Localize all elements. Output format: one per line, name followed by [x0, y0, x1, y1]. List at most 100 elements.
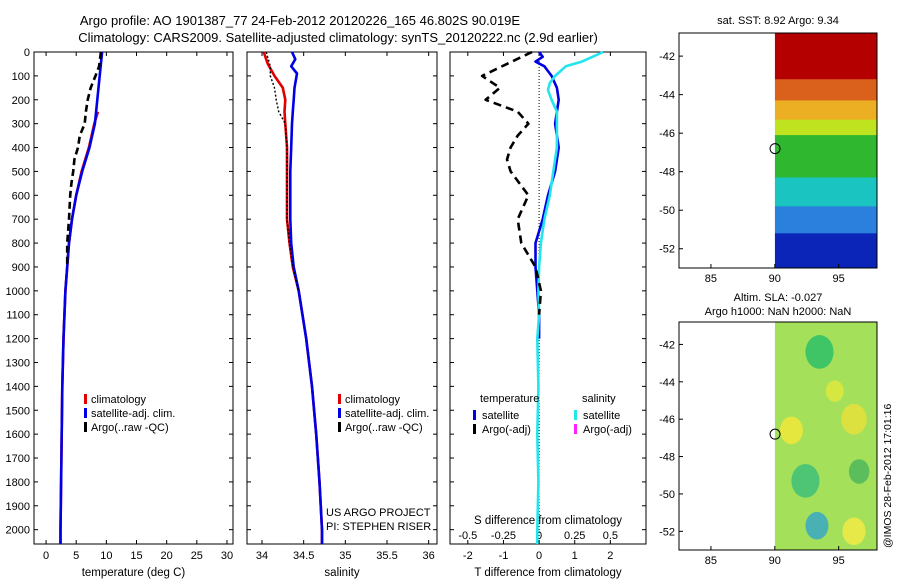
sst_map-color-band [774, 233, 877, 268]
sla_map-subtitle: Argo h1000: NaN h2000: NaN [705, 306, 852, 318]
difference-legend-label: satellite [583, 410, 620, 422]
salinity-legend-swatch [338, 422, 341, 432]
difference-xtick-label: -2 [463, 550, 473, 562]
sla_map-axes-frame [678, 321, 878, 551]
temperature-series-satellite-adj-clim- [59, 51, 104, 544]
salinity-xtick-label: 35.5 [376, 550, 397, 562]
difference-xtick-label: 1 [572, 550, 578, 562]
difference-series-salinity-satellite [535, 50, 604, 544]
sla_map-ytick-label: -48 [659, 452, 675, 464]
temperature-xtick-label: 30 [221, 550, 233, 562]
temperature-ytick-label: 1400 [6, 381, 30, 393]
temperature-ytick-label: 100 [12, 71, 30, 83]
salinity-annotation-project: US ARGO PROJECT [326, 507, 431, 519]
salinity-xtick-label: 36 [423, 550, 435, 562]
difference-legend-label: Argo(-adj) [583, 424, 632, 436]
sla_map-anomaly-patch [825, 380, 844, 402]
salinity-xlabel: salinity [324, 567, 359, 579]
sst_map-color-band [774, 177, 877, 208]
temperature-ytick-label: 1300 [6, 357, 30, 369]
sst_map-title: sat. SST: 8.92 Argo: 9.34 [717, 15, 839, 27]
temperature-ytick-label: 1200 [6, 334, 30, 346]
salinity-legend-label: Argo(..raw -QC) [345, 422, 423, 434]
salinity-legend-label: satellite-adj. clim. [345, 408, 429, 420]
sla_map-title: Altim. SLA: -0.027 [734, 292, 823, 304]
sla_map-anomaly-patch [779, 416, 803, 445]
sla_map-ytick-label: -52 [659, 526, 675, 538]
temperature-ytick-label: 500 [12, 166, 30, 178]
sla_map-anomaly-patch [848, 459, 870, 484]
sla_map-ytick-label: -46 [659, 414, 675, 426]
sst_map-color-band [774, 33, 877, 81]
difference-xlabel-top: S difference from climatology [474, 515, 622, 527]
difference-legend-swatch [473, 410, 476, 420]
sst_map-xtick-label: 95 [833, 273, 845, 285]
temperature-ytick-label: 700 [12, 214, 30, 226]
sst_map-axes-frame [678, 32, 878, 269]
temperature-legend-label: Argo(..raw -QC) [91, 422, 169, 434]
temperature-ytick-label: 1000 [6, 286, 30, 298]
temperature-ytick-label: 1100 [6, 310, 30, 322]
sst_map-color-band [774, 100, 877, 121]
temperature-ytick-label: 2000 [6, 525, 30, 537]
difference-s-tick-label: -0.5 [458, 530, 477, 542]
difference-legend-label: satellite [482, 410, 519, 422]
temperature-ytick-label: 1700 [6, 453, 30, 465]
temperature-ytick-label: 400 [12, 143, 30, 155]
temperature-xtick-label: 5 [73, 550, 79, 562]
difference-legend-title-temperature: temperature [480, 393, 539, 405]
salinity-profile-panel: 34 34.5 35 35.5 36 salinity climatology satelli… [246, 51, 438, 579]
difference-legend-swatch [574, 424, 577, 434]
temperature-xtick-label: 15 [130, 550, 142, 562]
sst_map-argo-position-marker [769, 143, 781, 155]
temperature-ytick-label: 1600 [6, 429, 30, 441]
sla_map-ytick-label: -50 [659, 489, 675, 501]
difference-s-tick-label: -0.25 [491, 530, 516, 542]
temperature-profile-panel: 0100200300400500600700800900100011001200… [6, 47, 234, 579]
temperature-ytick-label: 0 [24, 47, 30, 59]
sst_map-ytick-label: -48 [659, 167, 675, 179]
difference-xlabel: T difference from climatology [474, 567, 621, 579]
salinity-xtick-label: 34.5 [293, 550, 314, 562]
difference-legend-label: Argo(-adj) [482, 424, 531, 436]
sla_map-xtick-label: 95 [833, 555, 845, 567]
temperature-ytick-label: 1900 [6, 501, 30, 513]
sla_map-xtick-label: 85 [705, 555, 717, 567]
sst_map-ytick-label: -46 [659, 128, 675, 140]
sla_map-anomaly-patch [805, 335, 834, 369]
salinity-legend-swatch [338, 408, 341, 418]
temperature-legend-swatch [84, 422, 87, 432]
salinity-legend-label: climatology [345, 394, 401, 406]
temperature-legend-label: climatology [91, 394, 147, 406]
difference-s-tick-label: 0.5 [603, 530, 618, 542]
difference-legend-title-salinity: salinity [582, 393, 616, 405]
salinity-annotation-pi: PI: STEPHEN RISER [326, 521, 431, 533]
difference-profile-panel: -2 -1 0 1 2 T difference from climatology S di… [449, 50, 647, 579]
sla_map-anomaly-patch [842, 517, 866, 546]
sst-map-panel: -42 -44 -46 -48 -50 -52 85 90 95 sat. SST: 8.92 A… [659, 15, 878, 285]
difference-s-tick-label: 0.25 [564, 530, 585, 542]
sst_map-xtick-label: 90 [769, 273, 781, 285]
sst_map-ytick-label: -44 [659, 90, 675, 102]
temperature-ytick-label: 1800 [6, 477, 30, 489]
temperature-xtick-label: 20 [161, 550, 173, 562]
sla_map-ytick-label: -44 [659, 377, 675, 389]
figure-title-line1: Argo profile: AO 1901387_77 24-Feb-2012 … [80, 13, 521, 28]
difference-legend-swatch [473, 424, 476, 434]
temperature-ytick-label: 1500 [6, 405, 30, 417]
difference-xtick-label: 2 [607, 550, 613, 562]
difference-s-tick-label: 0 [536, 530, 542, 542]
temperature-xlabel: temperature (deg C) [82, 567, 186, 579]
sla_map-argo-position-marker [769, 428, 781, 440]
sst_map-color-band [774, 119, 877, 137]
salinity-series-satellite-adj-clim- [288, 51, 324, 544]
credit-text: @IMOS 28-Feb-2012 17:01:16 [882, 404, 894, 548]
temperature-xtick-label: 10 [100, 550, 112, 562]
sla_map-xtick-label: 90 [769, 555, 781, 567]
difference-axes-frame [449, 51, 647, 545]
temperature-legend-label: satellite-adj. clim. [91, 408, 175, 420]
sla_map-ytick-label: -42 [659, 339, 675, 351]
salinity-xtick-label: 35 [339, 550, 351, 562]
sla_map-anomaly-patch [805, 511, 829, 540]
